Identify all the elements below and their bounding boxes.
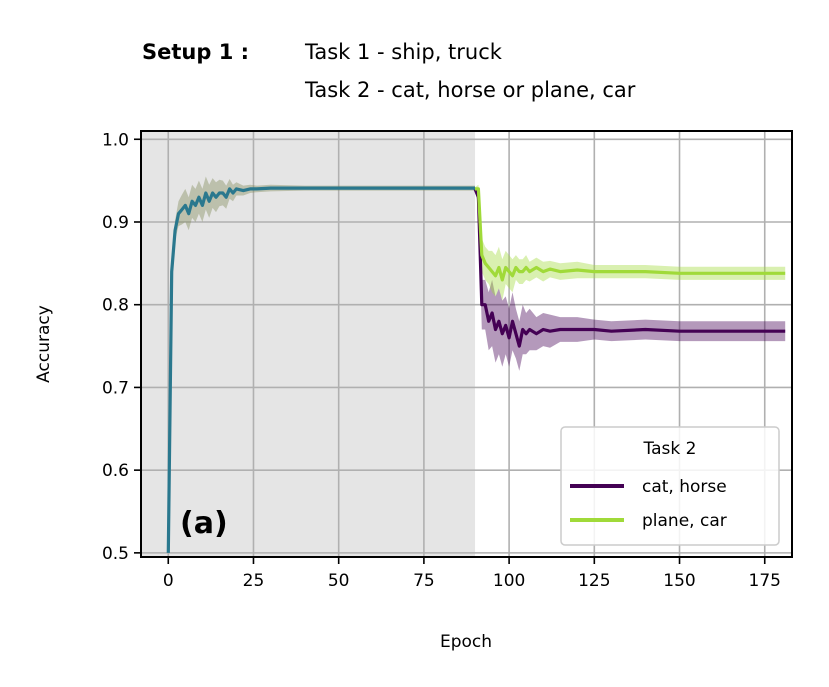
- ticks-layer: 0 25 50 75 100 125 150 175 0.5 0.6 0.7 0.8 0.9 1.0: [102, 130, 781, 591]
- y-tick-label: 0.6: [102, 461, 129, 481]
- legend: Task 2 cat, horse plane, car: [560, 426, 780, 546]
- panel-label: (a): [180, 506, 228, 541]
- figure-header: Setup 1 : Task 1 - ship, truck Task 2 - …: [0, 0, 829, 120]
- line-cat-horse: [473, 188, 786, 348]
- x-axis-label: Epoch: [440, 632, 492, 652]
- y-tick-label: 1.0: [102, 130, 129, 150]
- setup-label: Setup 1 :: [142, 40, 250, 64]
- band-cat-horse: [475, 187, 786, 371]
- x-tick-label: 125: [578, 571, 610, 591]
- band-plane-car: [475, 184, 786, 301]
- y-axis-label: Accuracy: [34, 305, 54, 383]
- series-lines-layer: [166, 186, 786, 553]
- y-tick-label: 0.8: [102, 296, 129, 316]
- legend-title: Task 2: [643, 439, 697, 459]
- task1-description: Task 1 - ship, truck: [305, 40, 502, 64]
- x-tick-label: 0: [163, 571, 174, 591]
- x-tick-label: 175: [749, 571, 781, 591]
- legend-label-cat-horse: cat, horse: [642, 477, 727, 497]
- legend-box: [560, 426, 780, 546]
- line-plane-car: [475, 187, 786, 282]
- axes-layer: [140, 130, 793, 558]
- plot-frame: [140, 130, 793, 558]
- legend-label-plane-car: plane, car: [642, 511, 727, 531]
- x-tick-label: 150: [663, 571, 695, 591]
- line-task1: [166, 186, 475, 553]
- x-tick-label: 25: [243, 571, 265, 591]
- x-tick-label: 50: [328, 571, 350, 591]
- x-tick-label: 100: [493, 571, 525, 591]
- x-tick-label: 75: [413, 571, 435, 591]
- y-tick-label: 0.5: [102, 544, 129, 564]
- confidence-bands-layer: [168, 176, 786, 553]
- y-tick-label: 0.9: [102, 213, 129, 233]
- task2-description: Task 2 - cat, horse or plane, car: [305, 78, 636, 102]
- y-tick-label: 0.7: [102, 378, 129, 398]
